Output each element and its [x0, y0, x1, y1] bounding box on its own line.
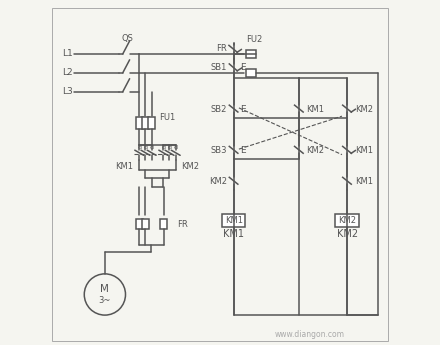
Text: www.diangon.com: www.diangon.com [274, 330, 345, 339]
Text: KM1: KM1 [223, 229, 244, 239]
Bar [148, 117, 155, 129]
Text: d: d [168, 145, 172, 150]
Text: QS: QS [121, 34, 133, 43]
Text: M: M [100, 284, 109, 294]
Text: KM2: KM2 [181, 162, 199, 171]
Text: d: d [174, 145, 178, 150]
Bar [335, 214, 359, 227]
Text: KM1: KM1 [355, 146, 373, 155]
Text: KM1: KM1 [306, 105, 324, 114]
Text: L2: L2 [62, 68, 73, 77]
Bar [142, 219, 149, 229]
Bar [222, 214, 246, 227]
Text: 3~: 3~ [99, 296, 111, 305]
Text: d: d [150, 145, 154, 150]
Bar [136, 117, 143, 129]
Text: KM2: KM2 [338, 216, 356, 225]
Text: FU2: FU2 [246, 35, 263, 44]
Text: KM2: KM2 [209, 177, 227, 186]
Text: L3: L3 [62, 87, 73, 96]
Text: E: E [241, 105, 246, 114]
Text: KM2: KM2 [337, 229, 358, 239]
Text: d: d [137, 145, 141, 150]
Text: E: E [241, 146, 246, 155]
Text: SB3: SB3 [210, 146, 227, 155]
Text: KM1: KM1 [355, 177, 373, 186]
Bar [142, 117, 149, 129]
Text: L1: L1 [62, 49, 73, 58]
Text: d: d [161, 145, 165, 150]
Bar [160, 219, 167, 229]
Text: E: E [241, 63, 246, 72]
Text: KM1: KM1 [225, 216, 243, 225]
Text: KM2: KM2 [355, 105, 373, 114]
Text: KM1: KM1 [115, 162, 133, 171]
Text: SB1: SB1 [210, 63, 227, 72]
Bar [246, 69, 256, 77]
Bar [136, 219, 143, 229]
Text: SB2: SB2 [210, 105, 227, 114]
Text: KM2: KM2 [306, 146, 324, 155]
Text: d: d [143, 145, 147, 150]
Text: FU1: FU1 [159, 113, 176, 122]
Text: FR: FR [177, 219, 188, 228]
Text: FR: FR [216, 44, 227, 53]
Bar [246, 50, 256, 58]
